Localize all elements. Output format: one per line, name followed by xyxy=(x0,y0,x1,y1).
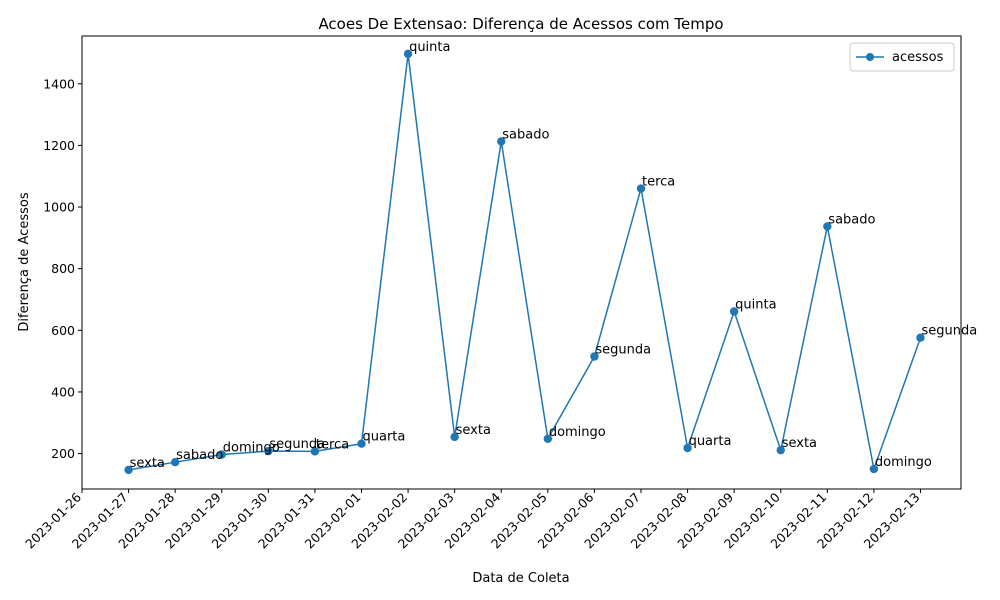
data-point xyxy=(590,352,599,361)
data-point xyxy=(636,184,646,193)
y-tick-label: 1400 xyxy=(43,76,75,91)
y-tick-label: 400 xyxy=(51,384,75,399)
y-axis-title: Diferença de Acessos xyxy=(17,192,32,331)
y-tick-label: 800 xyxy=(51,261,75,276)
y-tick-label: 1200 xyxy=(43,138,75,153)
x-axis: 2023-01-262023-01-272023-01-282023-01-29… xyxy=(22,489,923,551)
data-label: quarta xyxy=(689,434,732,449)
data-point xyxy=(869,464,879,474)
data-label: segunda xyxy=(269,437,325,452)
data-point xyxy=(170,457,180,467)
y-axis: 200 400 600 800 1000 1200 1400 xyxy=(43,76,82,461)
data-label: segunda xyxy=(921,324,977,339)
legend-marker xyxy=(866,53,874,61)
y-tick-label: 1000 xyxy=(43,200,75,215)
data-label: domingo xyxy=(549,425,606,440)
data-label: sexta xyxy=(782,436,817,451)
plot-area: sextasabadodomingosegundatercaquartaquin… xyxy=(124,40,977,475)
data-label: sabado xyxy=(828,212,875,227)
data-label: domingo xyxy=(223,440,280,455)
data-label: segunda xyxy=(595,342,651,357)
data-point xyxy=(310,447,320,456)
data-label: terca xyxy=(642,175,675,190)
data-point xyxy=(217,450,226,459)
data-point xyxy=(823,222,832,231)
data-point xyxy=(264,446,273,456)
data-label: sexta xyxy=(456,423,491,438)
data-point xyxy=(729,307,739,316)
data-point xyxy=(403,49,413,59)
series-line-acessos xyxy=(128,53,922,471)
data-point xyxy=(776,445,785,455)
data-point xyxy=(916,333,925,342)
data-point xyxy=(124,465,133,475)
data-label: terca xyxy=(316,437,349,452)
y-tick-label: 200 xyxy=(51,446,75,461)
data-point xyxy=(683,443,692,453)
data-label: sexta xyxy=(130,456,165,471)
data-label: domingo xyxy=(875,455,932,470)
legend-label: acessos xyxy=(892,50,944,65)
chart-title: Acoes De Extensao: Diferença de Acessos … xyxy=(318,15,723,33)
data-point xyxy=(450,432,459,442)
y-tick-label: 600 xyxy=(51,323,75,338)
data-point xyxy=(497,137,506,146)
data-label: quarta xyxy=(362,430,405,445)
data-point xyxy=(357,439,366,448)
data-label: sabado xyxy=(502,127,549,142)
data-label: quinta xyxy=(409,40,450,55)
legend: acessos xyxy=(849,42,955,72)
x-axis-title: Data de Coleta xyxy=(472,571,569,586)
data-label: quinta xyxy=(735,297,776,312)
plot-frame xyxy=(81,35,962,490)
data-point xyxy=(543,434,553,443)
legend-box xyxy=(849,42,955,72)
data-label: sabado xyxy=(176,448,223,463)
